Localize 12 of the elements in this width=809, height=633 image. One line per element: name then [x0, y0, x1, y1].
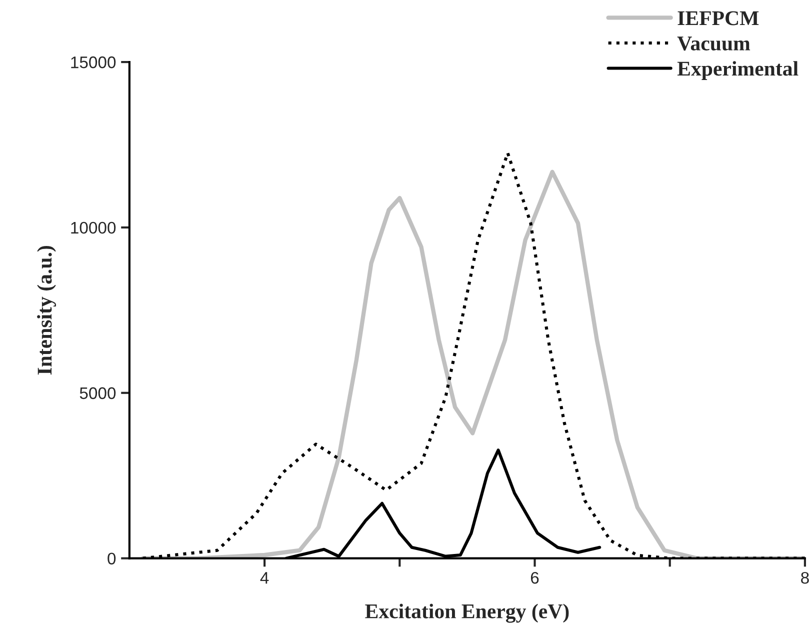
- y-tick-label: 10000: [71, 222, 116, 234]
- y-axis-title: Intensity (a.u.): [37, 246, 56, 375]
- x-tick-label: 4: [260, 572, 269, 584]
- x-axis-title: Excitation Energy (eV): [365, 604, 569, 623]
- x-tick-label: 8: [801, 572, 809, 584]
- legend-label: Experimental: [677, 61, 798, 80]
- legend-label: Vacuum: [677, 36, 750, 51]
- y-tick-label: 15000: [71, 56, 116, 68]
- y-tick-label: 0: [108, 552, 116, 565]
- y-tick-label: 5000: [80, 387, 116, 400]
- x-tick-label: 6: [530, 572, 539, 584]
- legend-label: IEFPCM: [678, 11, 759, 26]
